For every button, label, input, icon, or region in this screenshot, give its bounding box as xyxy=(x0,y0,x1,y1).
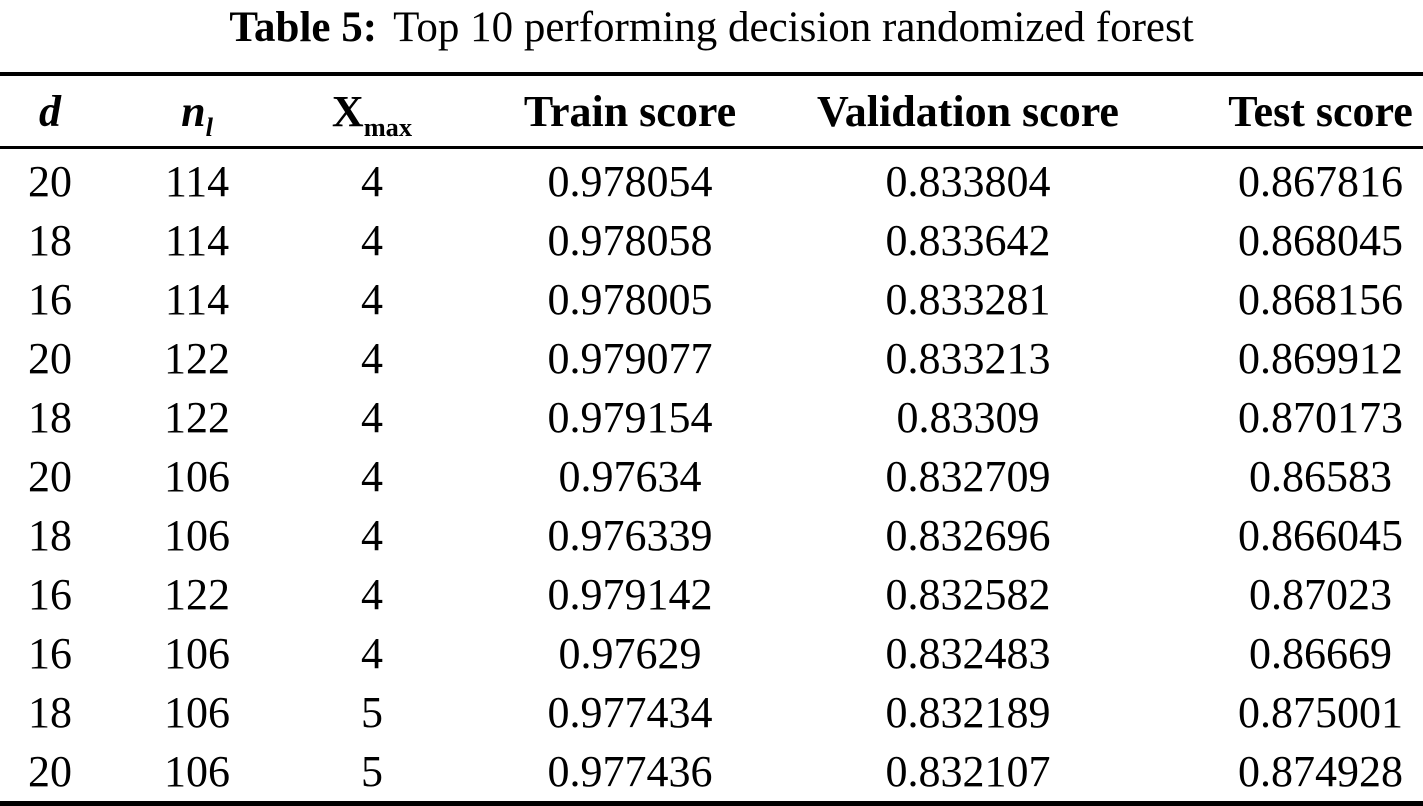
cell-test-score: 0.875001 xyxy=(1238,688,1403,737)
cell-xmax: 4 xyxy=(361,157,383,206)
table-row: 18 106 5 0.977434 0.832189 0.875001 xyxy=(0,683,1423,742)
cell-d: 16 xyxy=(28,570,72,619)
header-row: d nl Xmax Train score Validation score T… xyxy=(0,74,1423,149)
cell-train-score: 0.979142 xyxy=(547,570,713,619)
cell-d: 18 xyxy=(28,216,72,265)
cell-test-score: 0.86583 xyxy=(1249,452,1392,501)
cell-train-score: 0.979077 xyxy=(547,334,713,383)
cell-nl: 122 xyxy=(164,570,230,619)
cell-test-score: 0.867816 xyxy=(1238,157,1403,206)
column-header-d-label: d xyxy=(39,86,61,136)
cell-d: 16 xyxy=(28,629,72,678)
table-body: 20 114 4 0.978054 0.833804 0.867816 18 1… xyxy=(0,148,1423,804)
cell-nl: 122 xyxy=(164,334,230,383)
cell-nl: 114 xyxy=(164,157,230,206)
results-table: d nl Xmax Train score Validation score T… xyxy=(0,72,1423,806)
cell-test-score: 0.87023 xyxy=(1249,570,1392,619)
cell-train-score: 0.977434 xyxy=(547,688,713,737)
column-header-nl-subscript: l xyxy=(205,111,213,142)
table-row: 20 106 5 0.977436 0.832107 0.874928 xyxy=(0,742,1423,804)
table-caption: Table 5: Top 10 performing decision rando… xyxy=(0,2,1423,54)
table-row: 20 122 4 0.979077 0.833213 0.869912 xyxy=(0,329,1423,388)
table-row: 16 106 4 0.97629 0.832483 0.86669 xyxy=(0,624,1423,683)
cell-xmax: 4 xyxy=(361,275,383,324)
cell-train-score: 0.978054 xyxy=(547,157,713,206)
table-caption-label: Table 5: xyxy=(229,4,378,51)
cell-test-score: 0.870173 xyxy=(1238,393,1403,442)
cell-test-score: 0.868156 xyxy=(1238,275,1403,324)
table-row: 20 106 4 0.97634 0.832709 0.86583 xyxy=(0,447,1423,506)
cell-nl: 106 xyxy=(164,511,230,560)
cell-d: 20 xyxy=(28,747,72,796)
cell-validation-score: 0.833804 xyxy=(885,157,1051,206)
table-row: 16 122 4 0.979142 0.832582 0.87023 xyxy=(0,565,1423,624)
column-header-validation-score: Validation score xyxy=(810,74,1126,149)
cell-test-score: 0.869912 xyxy=(1238,334,1403,383)
cell-xmax: 4 xyxy=(361,452,383,501)
column-header-xmax-subscript: max xyxy=(363,111,413,142)
cell-xmax: 4 xyxy=(361,216,383,265)
cell-test-score: 0.874928 xyxy=(1238,747,1403,796)
table-row: 18 122 4 0.979154 0.83309 0.870173 xyxy=(0,388,1423,447)
cell-train-score: 0.97629 xyxy=(558,629,702,678)
column-header-xmax: Xmax xyxy=(294,74,450,149)
cell-d: 18 xyxy=(28,688,72,737)
cell-nl: 106 xyxy=(164,629,230,678)
table-caption-text: Top 10 performing decision randomized fo… xyxy=(393,4,1194,51)
cell-d: 18 xyxy=(28,393,72,442)
column-header-nl: nl xyxy=(100,74,294,149)
cell-xmax: 4 xyxy=(361,393,383,442)
cell-xmax: 4 xyxy=(361,511,383,560)
cell-train-score: 0.978005 xyxy=(547,275,713,324)
cell-validation-score: 0.832483 xyxy=(885,629,1051,678)
cell-test-score: 0.868045 xyxy=(1238,216,1403,265)
cell-validation-score: 0.833281 xyxy=(885,275,1051,324)
cell-validation-score: 0.832189 xyxy=(885,688,1051,737)
table-row: 18 106 4 0.976339 0.832696 0.866045 xyxy=(0,506,1423,565)
cell-nl: 114 xyxy=(164,216,230,265)
cell-train-score: 0.977436 xyxy=(547,747,713,796)
cell-xmax: 4 xyxy=(361,334,383,383)
cell-d: 20 xyxy=(28,334,72,383)
cell-d: 18 xyxy=(28,511,72,560)
column-header-nl-label: n xyxy=(181,86,206,136)
cell-nl: 106 xyxy=(164,688,230,737)
cell-xmax: 4 xyxy=(361,629,383,678)
table-row: 20 114 4 0.978054 0.833804 0.867816 xyxy=(0,148,1423,212)
column-header-train-score: Train score xyxy=(450,74,810,149)
cell-test-score: 0.86669 xyxy=(1249,629,1392,678)
cell-train-score: 0.976339 xyxy=(547,511,713,560)
cell-validation-score: 0.832696 xyxy=(885,511,1051,560)
cell-validation-score: 0.833642 xyxy=(885,216,1051,265)
cell-validation-score: 0.83309 xyxy=(896,393,1040,442)
table-row: 18 114 4 0.978058 0.833642 0.868045 xyxy=(0,211,1423,270)
cell-d: 20 xyxy=(28,452,72,501)
cell-validation-score: 0.833213 xyxy=(885,334,1051,383)
cell-train-score: 0.978058 xyxy=(547,216,713,265)
column-header-xmax-label: X xyxy=(331,86,364,136)
cell-xmax: 4 xyxy=(361,570,383,619)
cell-nl: 106 xyxy=(164,452,230,501)
cell-nl: 114 xyxy=(164,275,230,324)
cell-validation-score: 0.832107 xyxy=(885,747,1051,796)
cell-test-score: 0.866045 xyxy=(1238,511,1403,560)
column-header-test-score: Test score xyxy=(1126,74,1423,149)
cell-nl: 106 xyxy=(164,747,230,796)
cell-d: 20 xyxy=(28,157,72,206)
cell-xmax: 5 xyxy=(361,688,383,737)
cell-nl: 122 xyxy=(164,393,230,442)
cell-validation-score: 0.832709 xyxy=(885,452,1051,501)
cell-xmax: 5 xyxy=(361,747,383,796)
cell-train-score: 0.979154 xyxy=(547,393,713,442)
column-header-d: d xyxy=(0,74,100,149)
table-row: 16 114 4 0.978005 0.833281 0.868156 xyxy=(0,270,1423,329)
cell-train-score: 0.97634 xyxy=(558,452,702,501)
cell-validation-score: 0.832582 xyxy=(885,570,1051,619)
cell-d: 16 xyxy=(28,275,72,324)
